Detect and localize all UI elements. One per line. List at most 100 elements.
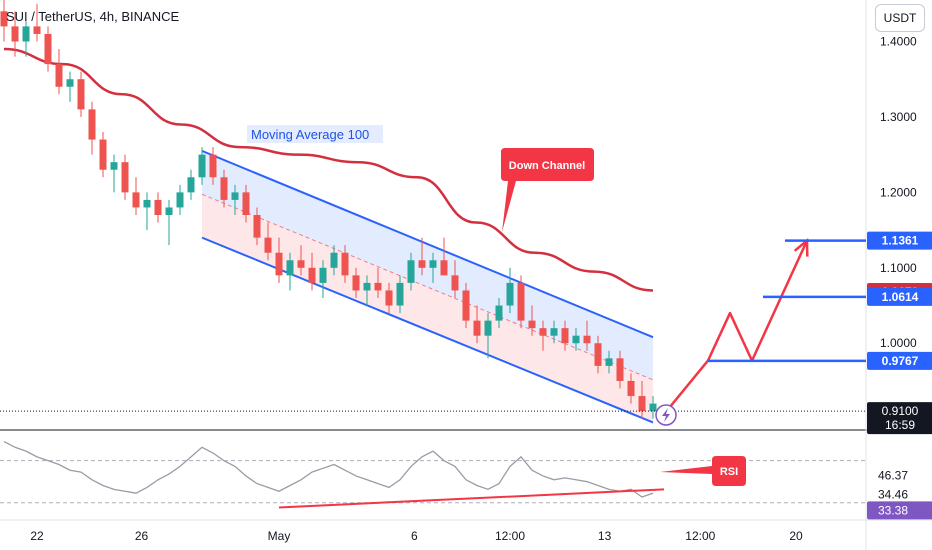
candle-body [539, 328, 547, 336]
price-axis-tick: 1.1000 [880, 261, 917, 275]
candle-body [363, 282, 371, 291]
candle-body [253, 215, 261, 238]
time-axis-tick: 12:00 [685, 529, 715, 543]
candle-body [341, 252, 349, 276]
candle-body [627, 380, 635, 397]
candle-body [506, 282, 514, 306]
time-axis-tick: 12:00 [495, 529, 525, 543]
price-axis-tick: 1.2000 [880, 185, 917, 199]
currency-button[interactable]: USDT [875, 4, 925, 32]
channel-midline [201, 193, 654, 381]
candle-body [330, 252, 338, 268]
candle-body [517, 282, 525, 321]
time-axis-tick: 6 [411, 529, 418, 543]
channel-upper-line [201, 149, 654, 339]
candle-body [308, 267, 316, 283]
candle-body [484, 320, 492, 336]
chart-title: SUI / TetherUS, 4h, BINANCE [6, 9, 180, 24]
candle-body [22, 26, 30, 42]
candle-body [99, 139, 107, 170]
candle-body [649, 403, 657, 412]
time-axis-tick: 20 [789, 529, 803, 543]
candle-body [55, 64, 63, 87]
candle-body [495, 305, 503, 321]
candle-body [11, 26, 19, 42]
candle-body [440, 260, 448, 276]
rsi-axis-tick: 33.38 [878, 503, 908, 517]
down-channel-label: Down Channel [509, 160, 585, 172]
candle-body [385, 290, 393, 306]
candle-body [462, 290, 470, 321]
candle-body [187, 177, 195, 193]
rsi-trendline [278, 488, 665, 509]
price-axis-tick: 1.0000 [880, 336, 917, 350]
candle-body [121, 162, 129, 193]
candle-body [352, 275, 360, 291]
candle-body [297, 260, 305, 268]
last-price-tag [867, 402, 932, 435]
candle-body [176, 192, 184, 208]
candle-body [231, 192, 239, 200]
candle-body [594, 343, 602, 366]
moving-average-label: Moving Average 100 [251, 127, 369, 142]
price-axis-tick: 1.4000 [880, 34, 917, 48]
candle-body [418, 260, 426, 268]
price-level-tag [867, 231, 932, 250]
price-level-label: 0.9767 [882, 354, 919, 368]
rsi-value-tag [867, 501, 932, 520]
candle-body [33, 26, 41, 34]
rsi-callout [660, 456, 746, 486]
candle-body [550, 328, 558, 336]
price-level-label: 1.0614 [882, 290, 919, 304]
candle-body [165, 207, 173, 215]
candle-body [616, 358, 624, 381]
candle-body [396, 282, 404, 306]
candle-body [264, 237, 272, 253]
candle-body [143, 199, 151, 208]
time-axis-tick: 13 [598, 529, 612, 543]
channel-lower-fill [202, 194, 653, 423]
moving-average-label-bg [247, 125, 383, 143]
candle-body [88, 109, 96, 140]
candle-body [66, 79, 74, 87]
forecast-path [663, 240, 809, 415]
countdown-label: 16:59 [885, 418, 915, 432]
candle-body [638, 396, 646, 412]
candle-body [275, 252, 283, 276]
last-price-label: 0.9100 [882, 404, 919, 418]
candle-body [407, 260, 415, 283]
price-axis-tick: 1.3000 [880, 110, 917, 124]
candle-body [132, 192, 140, 208]
rsi-line [3, 440, 654, 498]
candle-body [0, 11, 8, 27]
candle-body [44, 33, 52, 65]
candle-body [77, 79, 85, 110]
candle-body [374, 282, 382, 291]
candle-body [429, 260, 437, 268]
candle-body [220, 177, 228, 200]
candle-body [528, 320, 536, 329]
candle-body [572, 335, 580, 344]
candle-body [561, 328, 569, 344]
time-axis-tick: 22 [30, 529, 44, 543]
time-axis-tick: 26 [135, 529, 149, 543]
candle-body [110, 162, 118, 170]
rsi-callout-label: RSI [720, 466, 738, 478]
lightning-icon-glyph [662, 408, 670, 422]
down-channel-callout [501, 148, 594, 232]
candle-body [451, 275, 459, 291]
moving-average-100-line [3, 47, 654, 292]
candle-body [286, 260, 294, 276]
candle-body [583, 335, 591, 344]
candle-body [605, 358, 613, 366]
rsi-axis-tick: 46.37 [878, 469, 908, 483]
candle-body [198, 154, 206, 178]
candle-body [242, 192, 250, 215]
price-level-tag [867, 351, 932, 370]
time-axis-tick: May [268, 529, 291, 543]
price-level-tag [867, 287, 932, 306]
candle-body [473, 320, 481, 336]
candle-body [154, 199, 162, 215]
candle-body [319, 267, 327, 283]
